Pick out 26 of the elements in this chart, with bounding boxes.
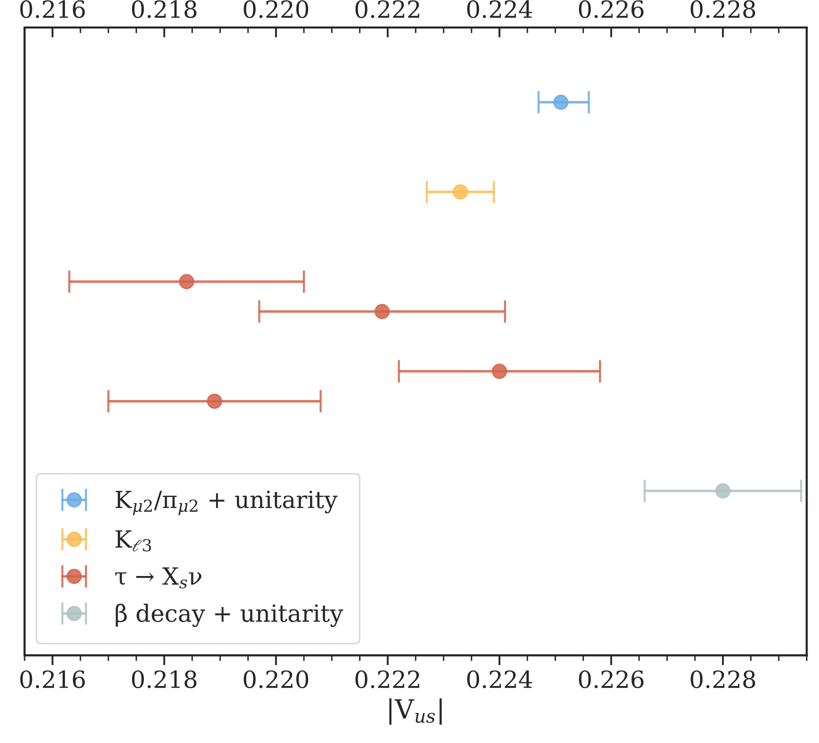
point [206, 394, 222, 409]
x-tick-label: 0.224 [467, 670, 532, 688]
point [553, 94, 569, 110]
x2-tick-label: 0.224 [467, 0, 532, 18]
point [715, 483, 731, 499]
x2-tick-label: 0.220 [244, 0, 308, 18]
x2-tick-label: 0.226 [578, 0, 644, 18]
point [452, 184, 468, 200]
point [178, 274, 194, 290]
point [374, 304, 390, 320]
x-tick-label: 0.220 [244, 670, 308, 688]
x2-tick-label: 0.218 [132, 0, 196, 18]
x2-tick-label: 0.222 [355, 0, 420, 18]
x2-tick-label: 0.228 [690, 0, 756, 18]
legend-label: τ → X$_{s}$ν [115, 567, 202, 588]
x-tick-label: 0.228 [690, 670, 756, 688]
x-tick-label: 0.218 [132, 670, 196, 688]
x-tick-label: 0.222 [355, 670, 420, 688]
x-axis-title: |V$_{us}$| [389, 698, 442, 725]
x-tick-label: 0.226 [578, 670, 644, 688]
legend-label: K$_{μ2}$/π$_{μ2}$ + unitarity [116, 490, 338, 516]
legend-label: β decay + unitarity [116, 604, 344, 627]
point [492, 364, 508, 379]
legend-label: K$_{ℓ3}$ [116, 530, 152, 552]
x2-tick-label: 0.216 [20, 0, 85, 18]
x-tick-label: 0.216 [20, 670, 85, 688]
